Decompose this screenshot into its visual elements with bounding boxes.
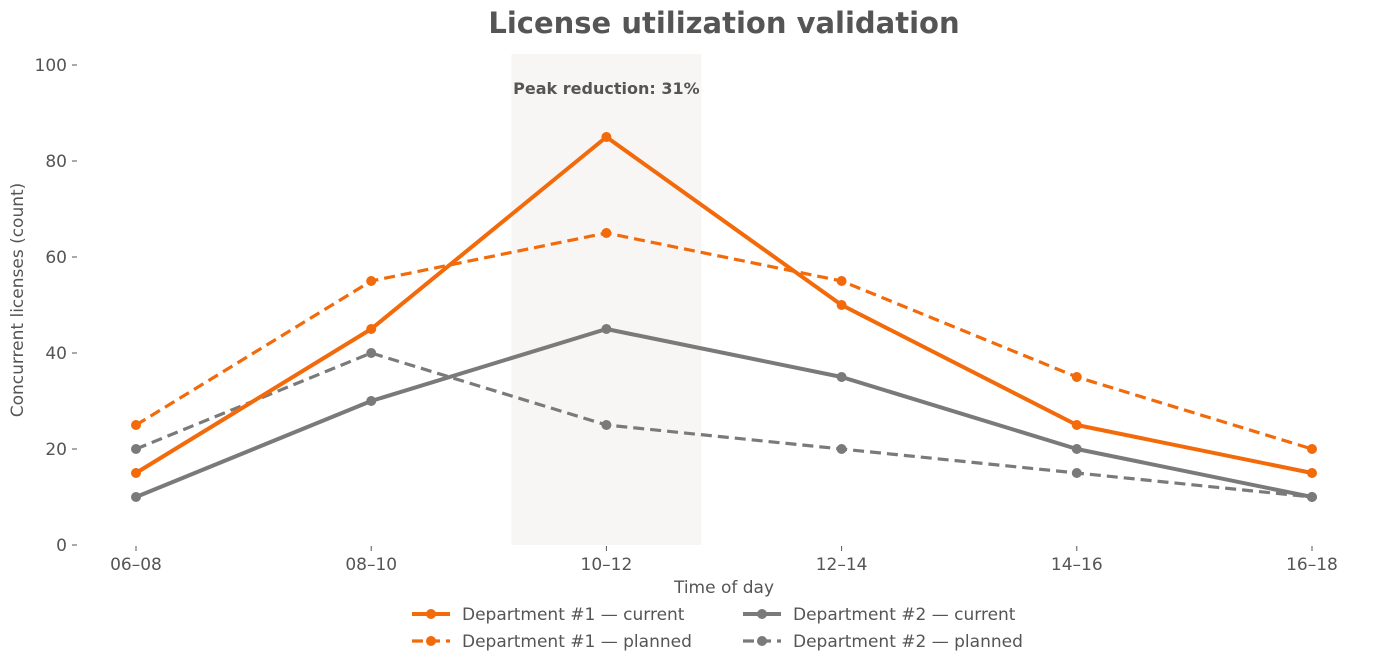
data-point: [1307, 468, 1317, 478]
series-line: [135, 327, 1313, 499]
series-line: [134, 135, 1313, 475]
data-point: [601, 132, 612, 142]
legend-label: Department #1 — planned: [462, 632, 692, 652]
data-point: [1071, 444, 1082, 454]
y-tick-label: 100: [35, 56, 67, 76]
data-point: [366, 396, 377, 406]
x-tick-label: 14–16: [1051, 555, 1103, 575]
series-line: [135, 351, 1313, 499]
data-point: [836, 372, 847, 382]
y-tick-label: 60: [45, 248, 67, 268]
data-point: [836, 444, 847, 454]
legend-marker: [757, 636, 767, 646]
data-point: [1071, 372, 1082, 382]
data-point: [366, 348, 377, 358]
legend-marker: [426, 609, 436, 619]
data-point: [836, 300, 847, 310]
y-axis-label: Concurrent licenses (count): [8, 183, 28, 418]
series-layer: [131, 132, 1317, 502]
x-axis-label: Time of day: [673, 578, 774, 598]
x-tick-label: 16–18: [1286, 555, 1338, 575]
legend-item: Department #2 — planned: [743, 632, 1023, 652]
data-point: [366, 276, 377, 286]
series-1: [131, 132, 1317, 478]
legend-label: Department #2 — planned: [793, 632, 1023, 652]
data-point: [601, 228, 612, 238]
data-point: [1307, 492, 1317, 502]
y-axis: 0 20 40 60 80 100: [35, 56, 77, 556]
data-point: [131, 492, 141, 502]
y-tick-label: 80: [45, 152, 67, 172]
x-tick-label: 10–12: [581, 555, 633, 575]
y-tick-label: 20: [45, 440, 67, 460]
peak-annotation: Peak reduction: 31%: [513, 79, 699, 98]
data-point: [131, 444, 141, 454]
data-point: [131, 468, 141, 478]
legend-marker: [757, 609, 767, 619]
chart-title: License utilization validation: [488, 6, 959, 40]
y-tick-label: 0: [56, 536, 67, 556]
x-tick-label: 06–08: [110, 555, 162, 575]
data-point: [1071, 468, 1082, 478]
data-point: [836, 276, 847, 286]
series-2: [131, 228, 1317, 454]
data-point: [131, 420, 141, 430]
y-tick-label: 40: [45, 344, 67, 364]
legend: Department #1 — current Department #1 — p…: [412, 605, 1023, 652]
legend-marker: [426, 636, 436, 646]
x-axis: 06–08 08–10 10–12 12–14 14–16 16–18: [110, 546, 1338, 575]
highlight-band: [511, 54, 702, 545]
series-3: [131, 324, 1317, 502]
legend-item: Department #1 — planned: [412, 632, 692, 652]
series-line: [135, 231, 1313, 451]
data-point: [366, 324, 377, 334]
legend-label: Department #2 — current: [793, 605, 1016, 625]
data-point: [601, 324, 612, 334]
legend-item: Department #1 — current: [412, 605, 685, 625]
legend-label: Department #1 — current: [462, 605, 685, 625]
legend-item: Department #2 — current: [743, 605, 1016, 625]
x-tick-label: 12–14: [816, 555, 868, 575]
data-point: [601, 420, 612, 430]
data-point: [1307, 444, 1317, 454]
x-tick-label: 08–10: [345, 555, 397, 575]
data-point: [1071, 420, 1082, 430]
